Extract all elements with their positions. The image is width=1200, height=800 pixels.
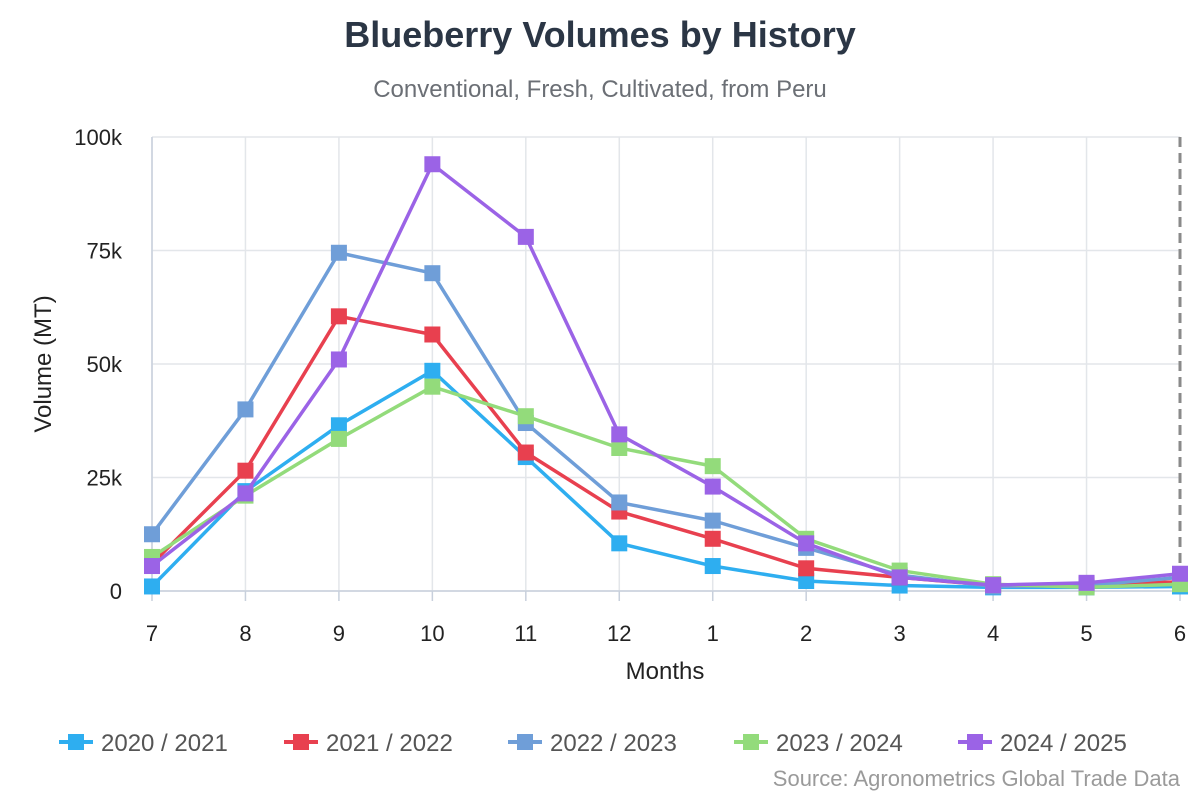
series-line (150, 314, 1181, 588)
legend-label: 2021 / 2022 (326, 730, 453, 757)
x-tick-label: 8 (239, 621, 251, 646)
y-tick-label: 75k (87, 239, 123, 264)
data-point (704, 478, 721, 495)
data-point (144, 558, 160, 575)
legend-marker (743, 734, 759, 750)
data-point (330, 417, 347, 434)
x-tick-label: 6 (1174, 621, 1186, 646)
data-point (330, 351, 347, 368)
data-point (611, 439, 628, 456)
legend-label: 2022 / 2023 (550, 730, 677, 757)
x-tick-label: 9 (333, 621, 345, 646)
data-point (611, 535, 628, 552)
legend-marker (293, 734, 309, 750)
data-point (1172, 565, 1188, 582)
x-tick-label: 4 (987, 621, 999, 646)
legend-marker (68, 734, 84, 750)
data-point (237, 401, 254, 418)
data-point (330, 308, 347, 325)
x-tick-label: 3 (894, 621, 906, 646)
data-point (330, 244, 347, 261)
legend-label: 2023 / 2024 (776, 730, 903, 757)
chart-subtitle: Conventional, Fresh, Cultivated, from Pe… (373, 76, 827, 103)
data-point (517, 444, 534, 461)
data-point (704, 512, 721, 529)
source-note: Source: Agronometrics Global Trade Data (772, 766, 1180, 791)
data-point (237, 462, 254, 479)
series-line (150, 251, 1181, 589)
data-point (424, 156, 441, 173)
data-point (891, 569, 908, 586)
chart-title: Blueberry Volumes by History (344, 14, 856, 55)
data-point (798, 573, 815, 590)
data-point (237, 485, 254, 502)
data-point (424, 378, 441, 395)
data-point (517, 228, 534, 245)
data-point (517, 408, 534, 425)
data-point (1078, 574, 1095, 591)
x-axis-title: Months (626, 658, 705, 685)
x-tick-label: 2 (800, 621, 812, 646)
data-point (611, 426, 628, 443)
legend: 2020 / 2021 2021 / 2022 2022 / 2023 2023 / … (59, 730, 1127, 757)
x-tick-label: 10 (420, 621, 444, 646)
data-point (611, 494, 628, 511)
gridlines (151, 136, 1182, 592)
data-point (704, 558, 721, 575)
series-lines (144, 156, 1188, 596)
x-tick-label: 7 (146, 621, 158, 646)
data-point (424, 362, 441, 379)
y-tick-label: 0 (110, 579, 122, 604)
legend-label: 2024 / 2025 (1000, 730, 1127, 757)
data-point (144, 578, 160, 595)
data-point (985, 577, 1002, 594)
series-line (150, 162, 1181, 587)
data-point (330, 430, 347, 447)
x-tick-label: 5 (1080, 621, 1092, 646)
y-tick-label: 50k (87, 352, 123, 377)
y-tick-label: 25k (87, 466, 123, 491)
y-tick-label: 100k (74, 125, 123, 150)
data-point (144, 526, 160, 543)
data-point (798, 535, 815, 552)
legend-marker (967, 734, 983, 750)
data-point (704, 458, 721, 475)
data-point (424, 326, 441, 343)
data-point (424, 265, 441, 282)
series-line (151, 384, 1181, 590)
legend-marker (517, 734, 533, 750)
y-axis-title: Volume (MT) (30, 295, 57, 432)
x-tick-label: 11 (514, 621, 537, 646)
data-point (704, 530, 721, 547)
x-tick-label: 12 (607, 621, 631, 646)
x-tick-label: 1 (707, 621, 719, 646)
legend-label: 2020 / 2021 (101, 730, 228, 757)
data-point (798, 560, 815, 577)
